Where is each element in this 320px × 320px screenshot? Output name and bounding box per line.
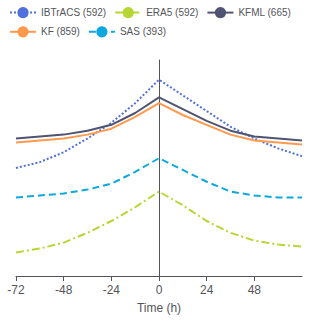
svg-text:ERA5 (592): ERA5 (592) (146, 7, 198, 18)
svg-text:-48: -48 (55, 283, 73, 297)
svg-text:0: 0 (156, 283, 163, 297)
svg-text:IBTrACS (592): IBTrACS (592) (41, 7, 106, 18)
svg-text:Time (h): Time (h) (137, 301, 181, 315)
svg-text:-24: -24 (103, 283, 121, 297)
svg-text:SAS (393): SAS (393) (120, 26, 166, 37)
svg-text:24: 24 (200, 283, 214, 297)
svg-text:-72: -72 (7, 283, 25, 297)
svg-text:KF (859): KF (859) (41, 26, 80, 37)
svg-text:48: 48 (248, 283, 262, 297)
svg-text:KFML (665): KFML (665) (238, 7, 290, 18)
